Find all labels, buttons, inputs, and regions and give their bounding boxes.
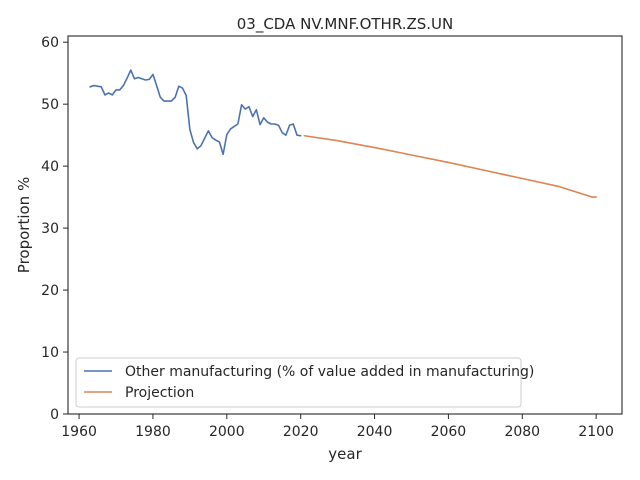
series-line-projection [303,134,597,198]
y-tick-label: 30 [41,221,59,237]
x-tick-label: 1960 [61,424,97,440]
x-axis: 1960 1980 2000 2020 2040 2060 2080 2100 [61,414,614,440]
legend-label-projection: Projection [125,385,194,401]
x-tick-label: 2100 [578,424,614,440]
y-tick-label: 20 [41,283,59,299]
x-tick-label: 2080 [504,424,540,440]
series-line-history [89,69,302,156]
plot-frame [67,35,623,415]
x-tick-label: 2040 [357,424,393,440]
x-tick-label: 2060 [431,424,467,440]
x-axis-label: year [328,445,362,463]
x-tick-label: 1980 [135,424,171,440]
y-tick-label: 50 [41,97,59,113]
y-tick-label: 10 [41,345,59,361]
plot-axes [67,35,623,415]
legend-label-history: Other manufacturing (% of value added in… [125,364,534,380]
legend-box [75,357,522,408]
y-axis-label: Proportion % [15,177,33,273]
y-tick-label: 0 [50,407,59,423]
series-layer [89,69,597,198]
x-tick-label: 2000 [209,424,245,440]
legend: Other manufacturing (% of value added in… [75,357,534,408]
y-tick-label: 60 [41,35,59,51]
x-tick-label: 2020 [283,424,319,440]
chart-title: 03_CDA NV.MNF.OTHR.ZS.UN [237,15,454,34]
y-tick-label: 40 [41,159,59,175]
y-axis: 0 10 20 30 40 50 60 [41,35,68,423]
